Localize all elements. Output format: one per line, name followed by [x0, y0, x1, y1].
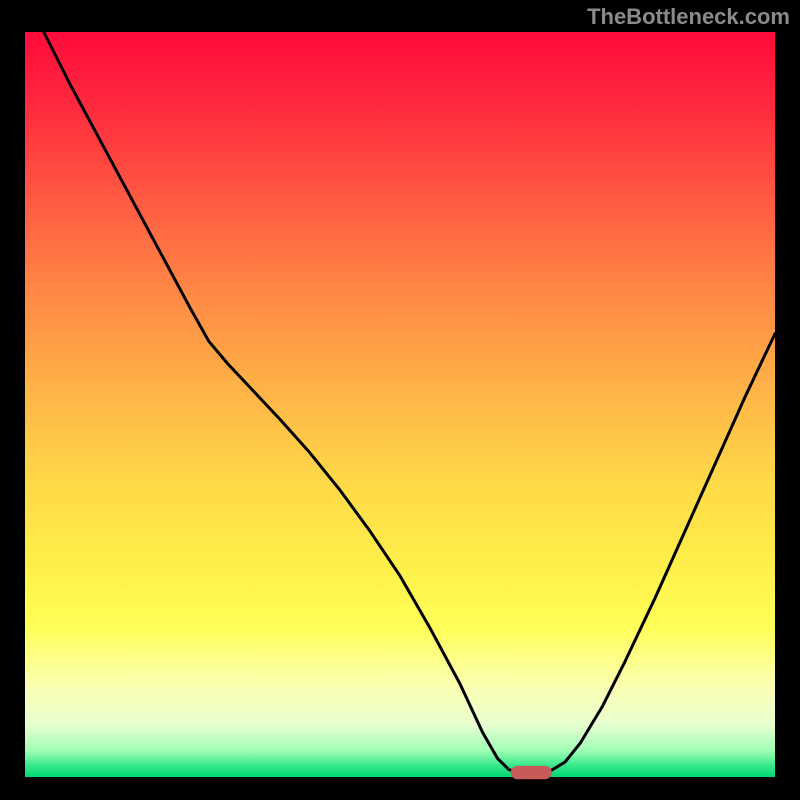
- bottleneck-chart: TheBottleneck.com: [0, 0, 800, 800]
- gradient-background: [25, 32, 775, 777]
- chart-svg: [0, 0, 800, 800]
- watermark-text: TheBottleneck.com: [587, 4, 790, 30]
- optimum-marker: [511, 766, 552, 779]
